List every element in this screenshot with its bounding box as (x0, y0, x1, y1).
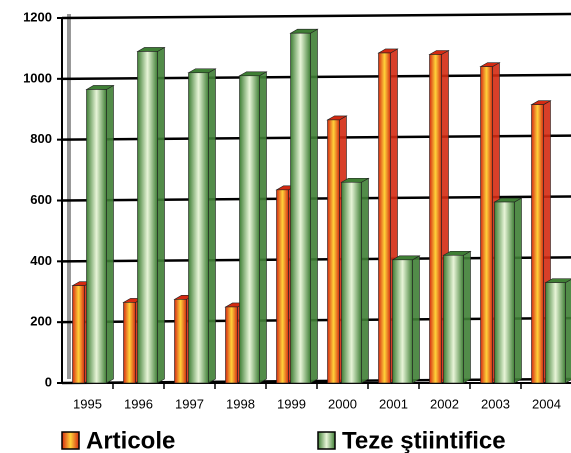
y-tick-label: 600 (30, 192, 52, 207)
y-tick-label: 1000 (23, 70, 52, 85)
bar (480, 66, 493, 384)
bar (225, 306, 238, 384)
x-tick-label: 1996 (124, 396, 153, 411)
bar (531, 104, 544, 384)
bar-side (514, 197, 522, 384)
bar-side (259, 71, 267, 384)
bar-side (310, 28, 318, 384)
y-tick-label: 200 (30, 314, 52, 329)
x-tick-label: 2003 (481, 396, 510, 411)
bar (86, 89, 107, 384)
x-tick-label: 2001 (379, 396, 408, 411)
x-tick-label: 1997 (175, 396, 204, 411)
bar (494, 201, 515, 384)
bar-side (208, 68, 216, 384)
bar-side (157, 46, 165, 384)
bar (545, 282, 566, 384)
x-tick-label: 2002 (430, 396, 459, 411)
bar (290, 32, 311, 384)
bar (443, 254, 464, 384)
bar (137, 51, 158, 384)
bar-side (412, 255, 420, 384)
x-tick-label: 2004 (532, 396, 561, 411)
bar (429, 54, 442, 384)
y-tick-label: 0 (45, 374, 52, 389)
bar (72, 285, 85, 384)
bar (392, 259, 413, 384)
y-tick-label: 400 (30, 253, 52, 268)
x-tick-label: 1999 (277, 396, 306, 411)
bar-side (106, 84, 114, 384)
bar-side (361, 177, 369, 384)
x-tick-label: 1995 (73, 396, 102, 411)
bar (276, 189, 289, 384)
x-tick-label: 2000 (328, 396, 357, 411)
grid-line (61, 12, 571, 20)
bar (378, 52, 391, 384)
bar (188, 72, 209, 384)
bar (123, 302, 136, 384)
legend-swatch (317, 431, 336, 450)
bar (174, 299, 187, 384)
bar (239, 75, 260, 384)
bar (327, 119, 340, 384)
legend-label: Teze ştiintifice (342, 427, 506, 453)
bar-side (463, 250, 471, 384)
x-tick-label: 1998 (226, 396, 255, 411)
y-tick-label: 1200 (23, 9, 52, 24)
legend-swatch (61, 431, 80, 450)
y-tick-label: 800 (30, 131, 52, 146)
bar-side (565, 279, 571, 384)
bar (341, 181, 362, 384)
legend-label: Articole (86, 427, 175, 453)
